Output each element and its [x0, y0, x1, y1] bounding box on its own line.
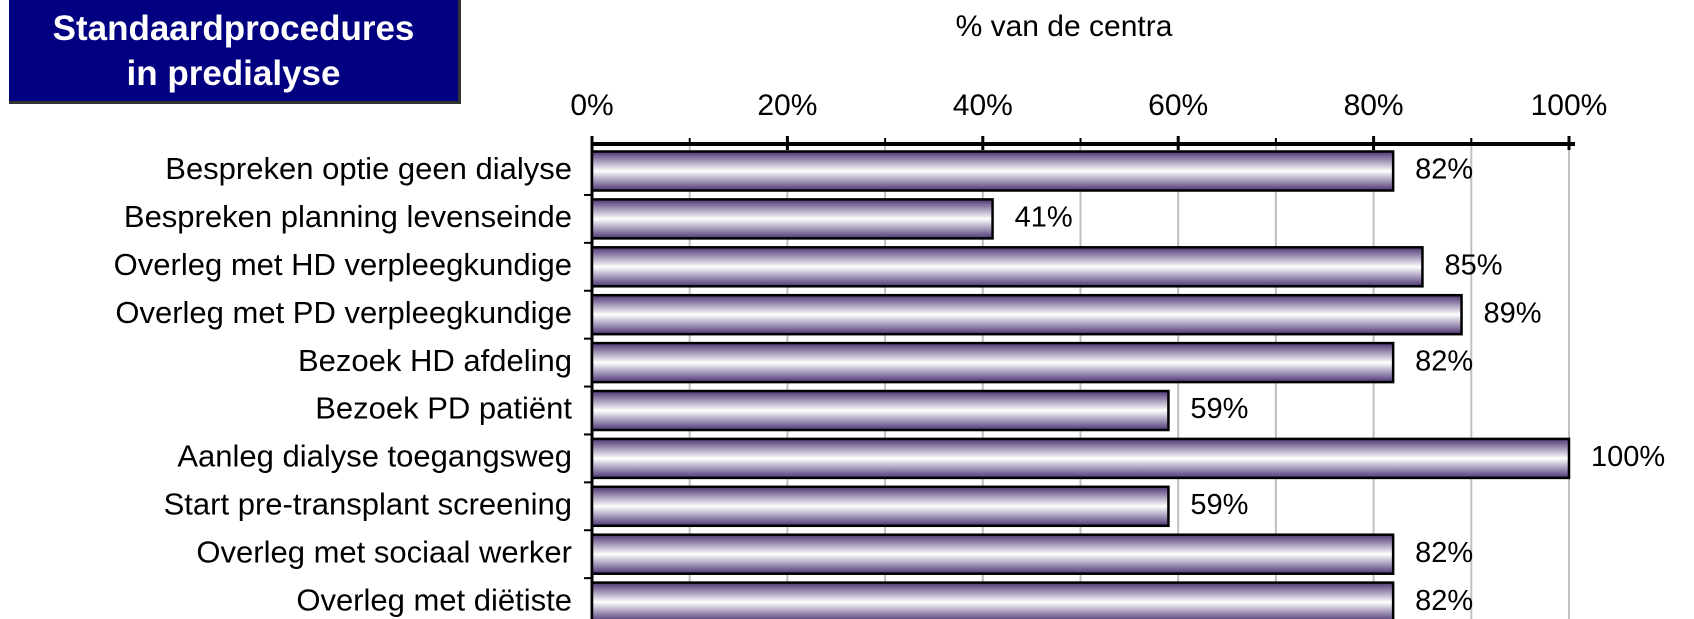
value-label: 82%: [1415, 585, 1473, 617]
value-label: 89%: [1484, 297, 1542, 329]
bar: [590, 485, 1170, 528]
y-tick-label: Overleg met PD verpleegkundige: [115, 295, 572, 330]
y-tick-label: Bespreken planning levenseinde: [124, 199, 572, 234]
value-label: 41%: [1015, 202, 1073, 234]
y-tick-label: Bezoek PD patiënt: [315, 391, 572, 426]
bar: [590, 150, 1395, 192]
chart-title: Standaardprocedures in predialyse: [9, 0, 461, 104]
y-tick-label: Overleg met sociaal werker: [196, 534, 572, 569]
y-tick-label: Start pre-transplant screening: [164, 486, 572, 521]
y-tick-label: Overleg met HD verpleegkundige: [114, 247, 572, 282]
bar: [590, 533, 1395, 575]
value-label: 59%: [1190, 393, 1248, 425]
bar: [590, 341, 1395, 384]
value-label: 82%: [1415, 537, 1473, 569]
y-tick-label: Aanleg dialyse toegangsweg: [177, 439, 572, 474]
x-tick-label: 0%: [570, 89, 613, 122]
bar: [590, 437, 1571, 480]
value-label: 82%: [1415, 154, 1473, 186]
bar: [590, 198, 994, 240]
x-tick-label: 100%: [1531, 89, 1608, 122]
value-label: 85%: [1444, 249, 1502, 281]
value-label: 82%: [1415, 345, 1473, 377]
x-tick-label: 80%: [1344, 89, 1404, 122]
bar: [590, 246, 1424, 288]
value-label: 100%: [1591, 441, 1665, 473]
bar: [590, 293, 1463, 336]
x-tick-label: 60%: [1148, 89, 1208, 122]
y-tick-label: Bezoek HD afdeling: [298, 343, 572, 378]
x-axis-title: % van de centra: [956, 10, 1173, 43]
y-tick-label: Bespreken optie geen dialyse: [165, 151, 572, 186]
x-tick-label: 40%: [953, 89, 1013, 122]
y-tick-label: Overleg met diëtiste: [296, 582, 572, 617]
value-label: 59%: [1190, 489, 1248, 521]
x-tick-label: 20%: [757, 89, 817, 122]
bar: [590, 389, 1170, 432]
bar: [590, 581, 1395, 619]
